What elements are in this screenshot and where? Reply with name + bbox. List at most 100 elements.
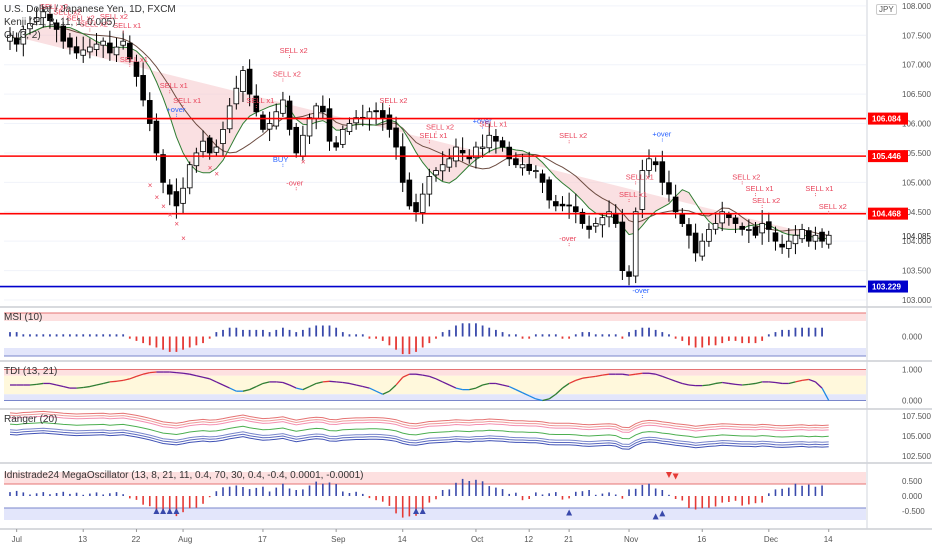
price-y-tick-label: 103.500 (902, 267, 931, 276)
tdi-line-segment (442, 381, 450, 386)
osc-bar (628, 489, 630, 496)
osc-bar (574, 491, 577, 496)
tdi-line-segment (96, 382, 104, 386)
signal-annotation: -over (632, 286, 650, 295)
msi-bar (155, 336, 158, 348)
tdi-line-segment (635, 372, 643, 375)
sell-triangle-marker (672, 473, 679, 480)
candle-body (632, 211, 639, 277)
ranger-band-line (9, 413, 829, 431)
tdi-line-segment (555, 387, 563, 395)
msi-bar (681, 336, 684, 341)
signal-annotation: SELL x2 (379, 96, 407, 105)
osc-bar (49, 494, 51, 496)
osc-bar (648, 483, 650, 496)
osc-bar (109, 493, 111, 496)
signal-annotation: SELL x1 (246, 96, 274, 105)
msi-bar (574, 334, 577, 337)
msi-bar (15, 332, 18, 337)
msi-bar (22, 334, 25, 337)
osc-bar (734, 496, 737, 501)
msi-bar (475, 323, 477, 337)
price-y-tick-label: 107.500 (902, 31, 931, 40)
osc-bar (89, 493, 91, 496)
x-axis-tick-label: 22 (131, 535, 140, 544)
candle-body (586, 225, 592, 230)
candle-body (200, 140, 206, 153)
osc-bar (568, 496, 570, 499)
x-axis-tick-label: Jul (12, 535, 22, 544)
x-axis-tick-label: 21 (564, 535, 573, 544)
candle-body (127, 42, 133, 60)
candle-body (599, 217, 606, 226)
signal-annotation: SELL x1 (113, 21, 141, 30)
tdi-line-segment (262, 381, 270, 385)
osc-bar (814, 486, 817, 496)
msi-bar (781, 329, 784, 337)
msi-bar (35, 334, 38, 337)
osc-bar (488, 486, 491, 496)
candle-body (173, 191, 180, 207)
candle-body (213, 146, 220, 153)
price-y-tick-label: 104.000 (902, 237, 931, 246)
candle-body (612, 212, 619, 224)
tdi-mid-zone (4, 375, 866, 395)
msi-bar (228, 327, 231, 337)
osc-bar (35, 493, 38, 496)
x-marker: × (174, 219, 179, 228)
msi-bar (29, 334, 31, 337)
indicator-oi-label: OI (3, 2) (4, 30, 41, 41)
msi-bar (428, 336, 431, 344)
osc-y-tick-label: -0.500 (902, 507, 925, 516)
osc-bar (634, 488, 637, 496)
msi-bar (628, 332, 630, 337)
osc-bar (807, 484, 810, 496)
ranger-band-line (9, 422, 829, 440)
msi-bar (521, 336, 524, 339)
candle-body (80, 49, 87, 56)
candle-body (73, 46, 80, 54)
msi-bar (202, 336, 204, 344)
signal-annotation: SELL x1 (160, 81, 188, 90)
tdi-line-segment (362, 385, 370, 389)
tdi-line-segment (209, 378, 217, 383)
msi-bar (275, 329, 278, 337)
candle-body (266, 123, 273, 130)
candle-body (246, 68, 253, 95)
msi-bar (581, 332, 584, 337)
candle-body (499, 140, 506, 148)
buy-triangle-marker (160, 508, 167, 514)
signal-annotation: SELL x1 (746, 184, 774, 193)
candle-body (805, 230, 812, 242)
price-level-label: 104.468 (872, 210, 901, 219)
candle-body (652, 161, 659, 166)
tdi-line-segment (648, 372, 656, 375)
tdi-line-segment (222, 384, 230, 389)
tdi-line-segment (562, 382, 570, 389)
tdi-line-segment (668, 378, 676, 382)
signal-annotation: SELL x2 (280, 46, 308, 55)
candle-body (459, 150, 466, 154)
msi-bar (248, 329, 251, 337)
tdi-line-segment (475, 384, 483, 389)
x-marker: × (208, 164, 213, 173)
osc-bar (368, 496, 371, 499)
price-level-label: 105.446 (872, 152, 901, 161)
currency-badge[interactable]: JPY (876, 4, 897, 15)
tdi-line-segment (748, 382, 756, 386)
tdi-line-segment (242, 389, 250, 392)
buy-triangle-marker (566, 509, 573, 516)
tdi-line-segment (176, 371, 184, 374)
msi-bar (787, 329, 790, 337)
candle-body (572, 206, 579, 213)
msi-bar (714, 336, 717, 346)
tdi-line-segment (169, 371, 177, 374)
osc-bar (182, 496, 184, 513)
candle-body (513, 158, 519, 166)
msi-bar (295, 332, 298, 337)
candle-body (672, 196, 679, 213)
msi-bar (774, 332, 777, 337)
tdi-line-segment (455, 387, 463, 391)
candle-body (639, 170, 646, 210)
